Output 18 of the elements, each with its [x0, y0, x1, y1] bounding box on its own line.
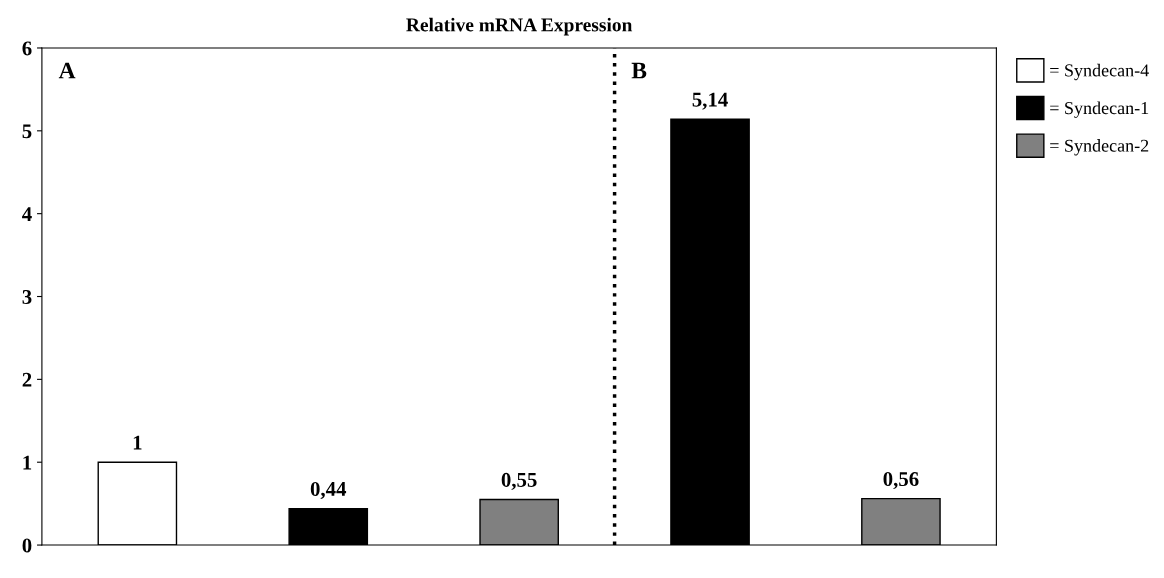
data-label: 5,14 [692, 92, 728, 110]
data-label: 0,55 [501, 472, 537, 490]
y-tick-label: 0 [22, 538, 32, 553]
y-tick-label: 4 [22, 207, 32, 221]
y-tick-label: 5 [22, 124, 32, 139]
data-label: 0,56 [883, 472, 919, 490]
annotation: B [631, 62, 647, 79]
y-tick-label: 3 [22, 289, 32, 304]
legend-label: = Syndecan-4 [1050, 63, 1149, 81]
y-tick-label: 1 [23, 455, 32, 470]
y-tick-label: 6 [22, 41, 32, 56]
annotation: A [58, 62, 76, 79]
y-tick-label: 2 [22, 372, 32, 387]
legend-label: = Syndecan-2 [1050, 139, 1149, 156]
data-label: 1 [133, 435, 142, 450]
data-label: 0,44 [310, 481, 347, 500]
legend-label: = Syndecan-1 [1050, 101, 1149, 118]
chart-title: Relative mRNA Expression [406, 17, 633, 36]
